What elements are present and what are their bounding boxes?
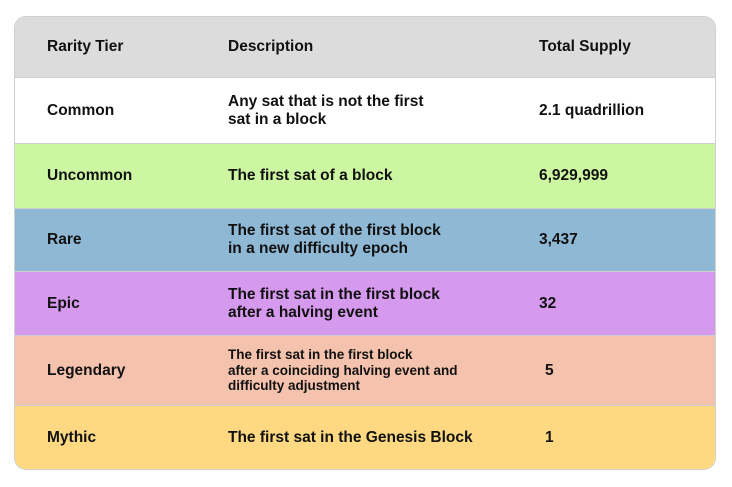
header-rarity-tier: Rarity Tier [47,38,124,56]
supply-cell: 6,929,999 [539,167,608,185]
rarity-table: Rarity Tier Description Total Supply Com… [14,16,716,470]
table-header-row: Rarity Tier Description Total Supply [15,17,715,78]
header-description: Description [228,38,314,56]
table-row: Rare The first sat of the first block in… [15,209,715,272]
description-cell: The first sat of a block [228,167,393,185]
header-total-supply: Total Supply [539,38,631,56]
table-row: Legendary The first sat in the first blo… [15,336,715,406]
tier-cell: Legendary [47,361,126,379]
tier-cell: Epic [47,294,80,312]
description-cell: The first sat of the first block in a ne… [228,222,441,257]
supply-cell: 5 [545,361,554,379]
tier-cell: Common [47,101,115,119]
supply-cell: 2.1 quadrillion [539,101,645,119]
description-cell: Any sat that is not the first sat in a b… [228,92,424,128]
tier-cell: Mythic [47,428,97,446]
table-row: Uncommon The first sat of a block 6,929,… [15,144,715,209]
description-cell: The first sat in the first block after a… [228,285,440,321]
supply-cell: 1 [545,428,554,446]
description-cell: The first sat in the first block after a… [228,347,458,394]
table-row: Common Any sat that is not the first sat… [15,78,715,144]
table-row: Epic The first sat in the first block af… [15,272,715,336]
supply-cell: 32 [539,294,557,312]
tier-cell: Rare [47,231,82,249]
supply-cell: 3,437 [539,231,578,249]
tier-cell: Uncommon [47,167,133,185]
description-cell: The first sat in the Genesis Block [228,428,473,446]
table-row: Mythic The first sat in the Genesis Bloc… [15,406,715,469]
